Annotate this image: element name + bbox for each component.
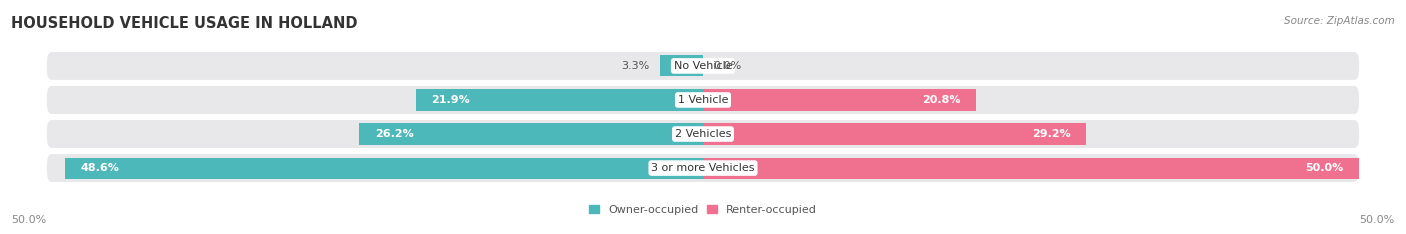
Text: 48.6%: 48.6%: [82, 163, 120, 173]
Text: 50.0%: 50.0%: [11, 215, 46, 225]
Bar: [65, 157, 703, 179]
Bar: [659, 55, 703, 77]
Text: 0.0%: 0.0%: [713, 61, 742, 71]
Text: 20.8%: 20.8%: [922, 95, 960, 105]
Text: HOUSEHOLD VEHICLE USAGE IN HOLLAND: HOUSEHOLD VEHICLE USAGE IN HOLLAND: [11, 16, 357, 31]
FancyBboxPatch shape: [46, 120, 1360, 148]
FancyBboxPatch shape: [46, 154, 1360, 182]
Text: 26.2%: 26.2%: [375, 129, 413, 139]
FancyBboxPatch shape: [46, 52, 1360, 80]
Text: 2 Vehicles: 2 Vehicles: [675, 129, 731, 139]
Text: 21.9%: 21.9%: [432, 95, 470, 105]
Bar: [703, 157, 1360, 179]
Bar: [359, 124, 703, 145]
FancyBboxPatch shape: [46, 86, 1360, 114]
Legend: Owner-occupied, Renter-occupied: Owner-occupied, Renter-occupied: [585, 200, 821, 219]
Bar: [416, 89, 703, 110]
Text: 50.0%: 50.0%: [1360, 215, 1395, 225]
Text: No Vehicle: No Vehicle: [673, 61, 733, 71]
Bar: [703, 124, 1087, 145]
Text: Source: ZipAtlas.com: Source: ZipAtlas.com: [1284, 16, 1395, 26]
Text: 3 or more Vehicles: 3 or more Vehicles: [651, 163, 755, 173]
Bar: [703, 89, 976, 110]
Text: 3.3%: 3.3%: [621, 61, 650, 71]
Text: 1 Vehicle: 1 Vehicle: [678, 95, 728, 105]
Text: 29.2%: 29.2%: [1032, 129, 1070, 139]
Text: 50.0%: 50.0%: [1305, 163, 1343, 173]
